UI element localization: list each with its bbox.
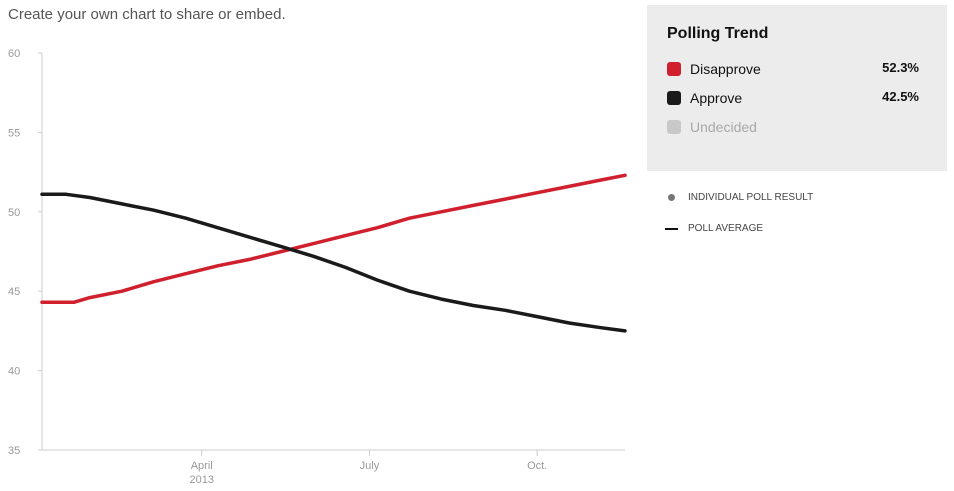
legend-label-approve: Approve [690, 90, 743, 106]
y-tick-label-35: 35 [8, 445, 20, 457]
dot-icon [668, 194, 675, 201]
x-tick-label-april: April [191, 460, 213, 472]
disapprove-swatch-icon [667, 62, 681, 76]
legend-value-disapprove: 52.3% [882, 60, 919, 75]
key-label-individual-poll-result: INDIVIDUAL POLL RESULT [688, 192, 814, 203]
key-label-poll-average: POLL AVERAGE [688, 223, 764, 234]
legend-label-disapprove: Disapprove [690, 61, 761, 77]
y-tick-label-40: 40 [8, 366, 20, 378]
legend-item-approve[interactable]: Approve 42.5% [667, 89, 919, 107]
panel-title: Polling Trend [667, 25, 769, 42]
y-tick-label-60: 60 [8, 48, 20, 60]
line-icon [665, 228, 678, 230]
undecided-swatch-icon [667, 120, 681, 134]
chart-axes: 35 40 45 50 55 60 April 2013 July Oct. [8, 48, 625, 486]
y-tick-label-50: 50 [8, 207, 20, 219]
x-tick-label-july: July [360, 460, 380, 472]
chart-series [40, 173, 627, 333]
series-line-disapprove [40, 173, 627, 305]
polling-trend-panel: Polling Trend Disapprove 52.3% Approve 4… [647, 5, 947, 171]
legend-item-disapprove[interactable]: Disapprove 52.3% [667, 60, 919, 78]
y-tick-label-45: 45 [8, 286, 20, 298]
legend-value-approve: 42.5% [882, 89, 919, 104]
x-tick-sublabel-april: 2013 [189, 474, 213, 486]
legend-label-undecided: Undecided [690, 119, 757, 135]
y-tick-label-55: 55 [8, 127, 20, 139]
x-tick-label-oct: Oct. [527, 460, 547, 472]
series-line-approve [40, 192, 627, 333]
polling-chart: 35 40 45 50 55 60 April 2013 July Oct. [8, 48, 627, 486]
approve-swatch-icon [667, 91, 681, 105]
chart-intro-text: Create your own chart to share or embed. [8, 6, 286, 23]
legend-item-undecided[interactable]: Undecided [667, 118, 919, 136]
